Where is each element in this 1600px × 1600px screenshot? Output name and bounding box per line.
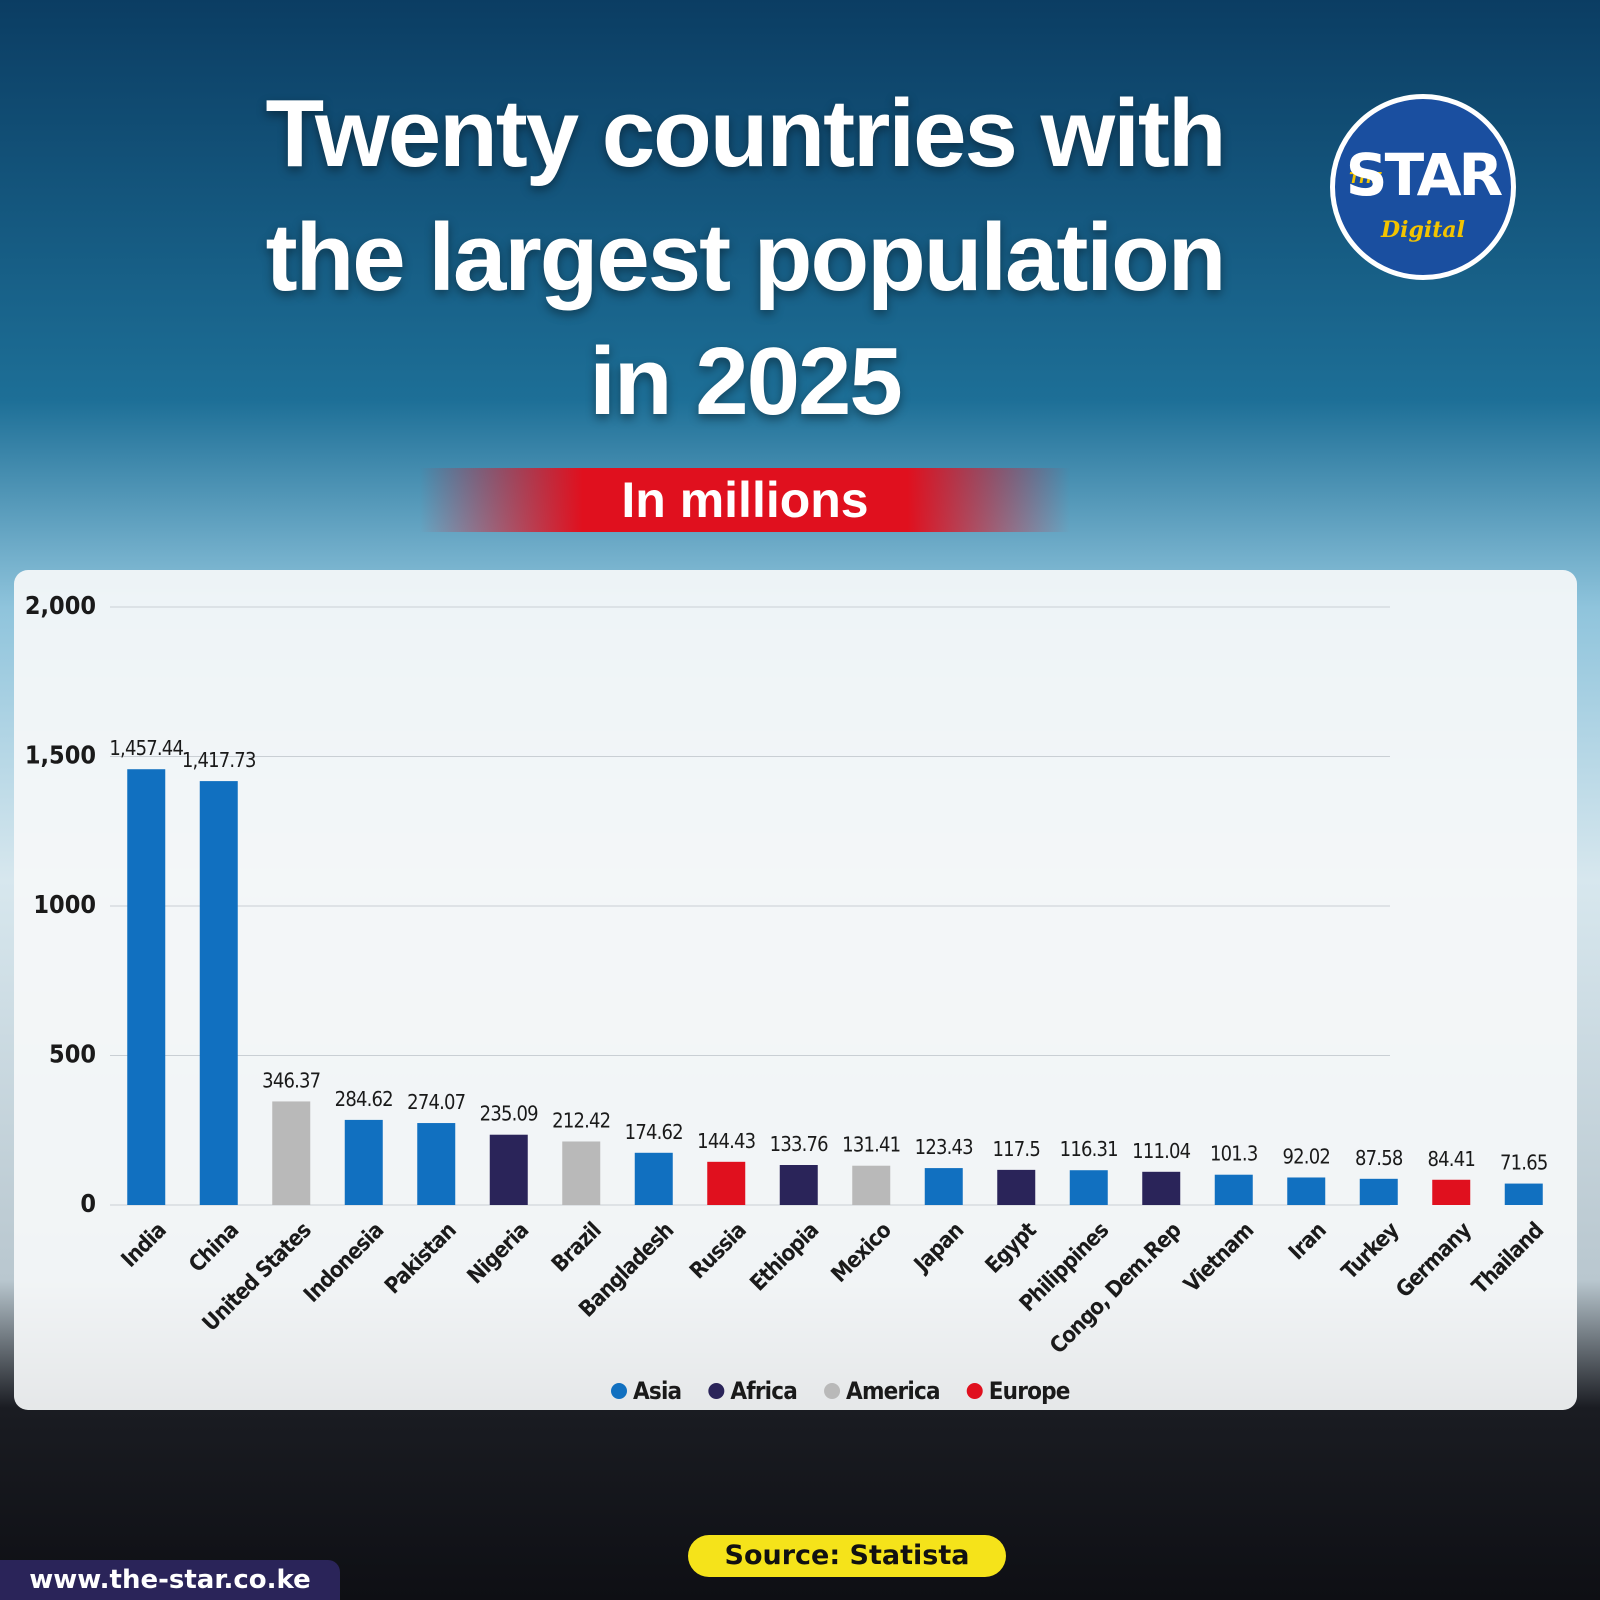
value-label: 1,457.44 [109, 736, 183, 760]
subtitle: In millions [420, 468, 1070, 532]
x-tick-label: Indonesia [299, 1218, 388, 1307]
x-tick-label: Japan [908, 1218, 968, 1278]
bar [1287, 1177, 1326, 1205]
bar [562, 1141, 601, 1205]
legend-dot [611, 1383, 627, 1399]
x-tick-label: Mexico [827, 1218, 897, 1288]
x-tick-label: Germany [1392, 1218, 1477, 1303]
x-tick-label: Vietnam [1179, 1218, 1258, 1297]
bar [417, 1123, 456, 1205]
value-label: 84.41 [1428, 1147, 1476, 1171]
chart-title: Twenty countries with the largest popula… [265, 80, 1227, 435]
y-tick-label: 500 [49, 1040, 96, 1069]
value-label: 123.43 [915, 1135, 973, 1159]
x-tick-label: Pakistan [380, 1218, 461, 1299]
x-tick-label: Russia [685, 1218, 751, 1284]
bar [1142, 1171, 1181, 1205]
y-tick-label: 0 [80, 1189, 96, 1218]
value-label: 235.09 [480, 1102, 538, 1126]
x-tick-label: China [184, 1218, 243, 1277]
legend-dot [708, 1383, 725, 1399]
bar [1504, 1183, 1543, 1205]
value-label: 1,417.73 [182, 748, 256, 772]
bar [634, 1152, 673, 1205]
logo: THE STAR Digital [1330, 94, 1516, 280]
chart-panel [14, 570, 1577, 1410]
value-label: 212.42 [552, 1108, 610, 1132]
bar [1214, 1174, 1253, 1205]
website: www.the-star.co.ke [0, 1560, 340, 1600]
value-label: 133.76 [770, 1132, 828, 1156]
bar [1069, 1170, 1108, 1205]
bar [1432, 1179, 1471, 1205]
bar [127, 769, 166, 1205]
bar [344, 1119, 383, 1205]
legend-dot [966, 1383, 983, 1399]
y-tick-label: 1,500 [25, 741, 96, 770]
value-label: 71.65 [1500, 1151, 1548, 1175]
y-tick-label: 1000 [33, 890, 96, 919]
logo-sub: Digital [1381, 217, 1465, 243]
value-label: 144.43 [697, 1129, 755, 1153]
bar [199, 781, 238, 1205]
bar [272, 1101, 311, 1205]
value-label: 346.37 [262, 1068, 320, 1092]
legend-label: Asia [633, 1377, 681, 1405]
bar [1359, 1178, 1398, 1205]
x-tick-label: Brazil [547, 1218, 606, 1277]
x-tick-label: Iran [1284, 1218, 1331, 1265]
source: Source: Statista [688, 1535, 1006, 1577]
value-label: 284.62 [335, 1087, 393, 1111]
logo-main: STAR [1345, 141, 1503, 209]
x-tick-label: Turkey [1337, 1218, 1404, 1285]
x-tick-label: Congo, Dem.Rep [1045, 1218, 1186, 1359]
x-tick-label: India [117, 1218, 171, 1272]
value-label: 274.07 [407, 1090, 465, 1114]
bar [997, 1169, 1036, 1205]
legend-label: Africa [730, 1377, 797, 1405]
x-tick-label: Nigeria [463, 1218, 534, 1289]
value-label: 92.02 [1283, 1144, 1331, 1168]
bar [924, 1168, 963, 1205]
x-tick-label: Egypt [981, 1217, 1042, 1278]
legend-label: America [846, 1377, 940, 1405]
legend-dot [824, 1383, 841, 1399]
value-label: 111.04 [1132, 1139, 1190, 1163]
value-label: 116.31 [1060, 1137, 1118, 1161]
bar [489, 1134, 528, 1205]
value-label: 101.3 [1210, 1142, 1258, 1166]
value-label: 117.5 [993, 1137, 1041, 1161]
x-tick-label: Ethiopia [746, 1218, 824, 1296]
bar [852, 1165, 891, 1205]
bar [779, 1165, 818, 1205]
y-tick-label: 2,000 [25, 591, 96, 620]
value-label: 174.62 [625, 1120, 683, 1144]
value-label: 87.58 [1355, 1146, 1403, 1170]
logo-top: THE [1349, 169, 1383, 187]
value-label: 131.41 [842, 1133, 900, 1157]
legend-label: Europe [989, 1377, 1070, 1405]
x-tick-label: Thailand [1468, 1218, 1549, 1299]
bar [707, 1161, 746, 1205]
